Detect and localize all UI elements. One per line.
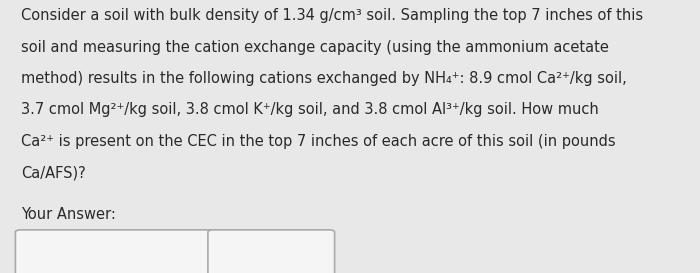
Text: Ca²⁺ is present on the CEC in the top 7 inches of each acre of this soil (in pou: Ca²⁺ is present on the CEC in the top 7 …	[21, 134, 615, 149]
Text: soil and measuring the cation exchange capacity (using the ammonium acetate: soil and measuring the cation exchange c…	[21, 40, 609, 55]
Text: Your Answer:: Your Answer:	[21, 207, 116, 222]
Text: Consider a soil with bulk density of 1.34 g/cm³ soil. Sampling the top 7 inches : Consider a soil with bulk density of 1.3…	[21, 8, 643, 23]
Text: Ca/AFS)?: Ca/AFS)?	[21, 165, 85, 180]
Text: 3.7 cmol Mg²⁺/kg soil, 3.8 cmol K⁺/kg soil, and 3.8 cmol Al³⁺/kg soil. How much: 3.7 cmol Mg²⁺/kg soil, 3.8 cmol K⁺/kg so…	[21, 102, 598, 117]
Text: method) results in the following cations exchanged by NH₄⁺: 8.9 cmol Ca²⁺/kg soi: method) results in the following cations…	[21, 71, 626, 86]
